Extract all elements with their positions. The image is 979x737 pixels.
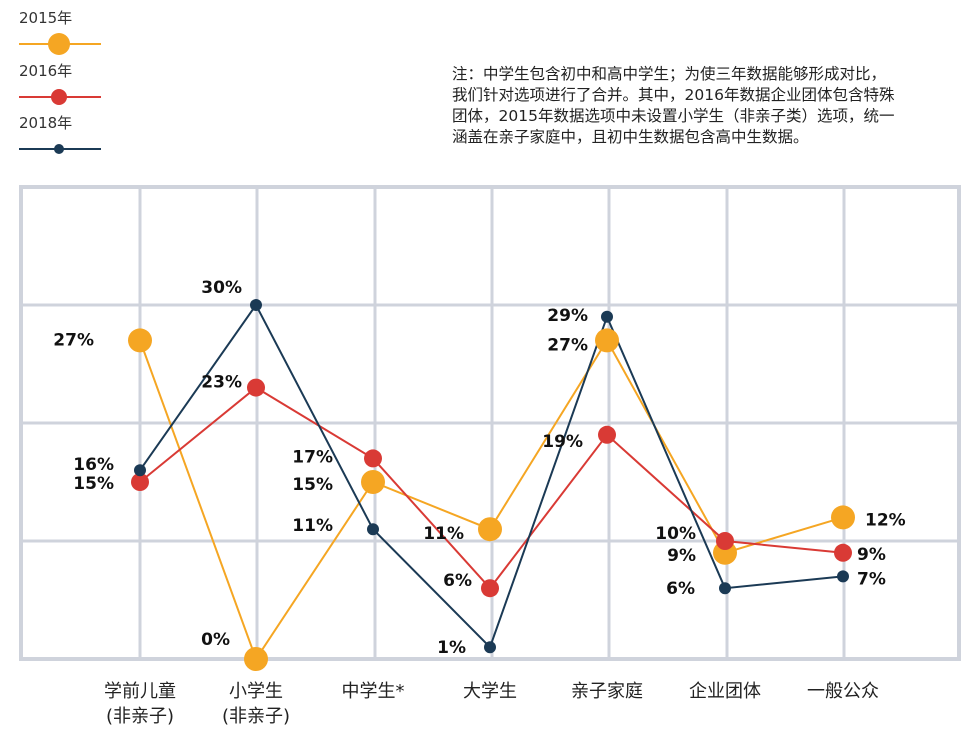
data-label: 10%: [655, 524, 696, 544]
legend-label: 2015年: [19, 9, 72, 27]
data-label: 6%: [443, 571, 472, 591]
data-point: [719, 582, 731, 595]
data-point: [367, 523, 379, 536]
data-point: [595, 328, 619, 353]
data-label: 7%: [857, 569, 886, 589]
data-point: [484, 641, 496, 654]
data-label: 11%: [423, 524, 464, 544]
data-point: [601, 310, 613, 323]
data-point: [244, 647, 268, 671]
data-labels: 27%0%15%11%27%9%12%15%23%17%6%19%10%9%16…: [53, 278, 905, 658]
data-point: [128, 328, 152, 353]
data-point: [834, 543, 852, 562]
data-label: 19%: [542, 432, 583, 452]
data-label: 27%: [53, 330, 94, 350]
data-label: 17%: [292, 447, 333, 467]
data-label: 6%: [666, 579, 695, 599]
legend-marker: [54, 144, 64, 154]
category-label: 一般公众: [807, 681, 879, 702]
category-label: (非亲子): [222, 706, 290, 727]
data-label: 29%: [547, 306, 588, 326]
data-point: [598, 425, 616, 444]
data-point: [134, 464, 146, 477]
category-label: (非亲子): [106, 706, 174, 727]
data-label: 15%: [73, 474, 114, 494]
note-line: 我们针对选项进行了合并。其中，2016年数据企业团体包含特殊: [452, 86, 895, 104]
data-point: [716, 532, 734, 550]
data-label: 0%: [201, 630, 230, 650]
chart-note: 注：中学生包含初中和高中学生；为使三年数据能够形成对比， 我们针对选项进行了合并。…: [452, 65, 895, 146]
legend-marker: [48, 33, 70, 55]
series-layer: [128, 299, 855, 671]
category-label: 中学生*: [342, 681, 405, 702]
note-line: 团体，2015年数据选项中未设置小学生（非亲子类）选项，统一: [452, 107, 894, 125]
legend: 2015年 2016年 2018年: [19, 9, 101, 154]
data-point: [478, 517, 502, 542]
data-point: [481, 579, 499, 598]
data-point: [250, 299, 262, 311]
data-label: 1%: [437, 638, 466, 658]
category-label: 亲子家庭: [571, 681, 643, 702]
data-label: 11%: [292, 516, 333, 536]
category-label: 小学生: [229, 681, 283, 702]
data-label: 12%: [865, 510, 906, 530]
note-line: 注：中学生包含初中和高中学生；为使三年数据能够形成对比，: [452, 65, 886, 83]
data-point: [837, 570, 849, 583]
data-label: 30%: [201, 278, 242, 298]
legend-label: 2016年: [19, 62, 72, 80]
data-label: 9%: [857, 545, 886, 565]
data-label: 16%: [73, 455, 114, 475]
data-point: [361, 470, 385, 494]
data-label: 15%: [292, 475, 333, 495]
category-label: 学前儿童: [104, 681, 176, 702]
category-label: 大学生: [463, 681, 517, 702]
legend-marker: [51, 89, 67, 105]
data-label: 27%: [547, 335, 588, 355]
category-label: 企业团体: [689, 681, 761, 702]
data-label: 23%: [201, 373, 242, 393]
data-point: [364, 449, 382, 468]
data-label: 9%: [667, 546, 696, 566]
data-point: [247, 378, 265, 397]
note-line: 涵盖在亲子家庭中，且初中生数据包含高中生数据。: [452, 128, 809, 146]
x-axis-categories: 学前儿童 (非亲子) 小学生 (非亲子) 中学生* 大学生 亲子家庭 企业团体 一般公众: [104, 681, 879, 727]
data-point: [131, 473, 149, 491]
data-point: [831, 505, 855, 530]
legend-label: 2018年: [19, 114, 72, 132]
